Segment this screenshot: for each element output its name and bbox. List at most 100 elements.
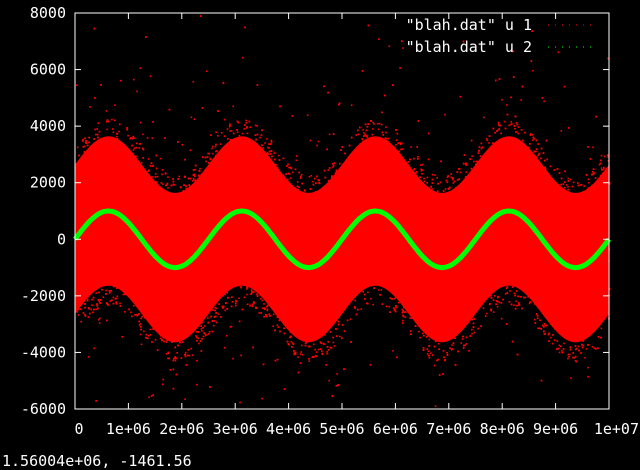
red-data-point [483,116,485,119]
red-data-point [349,318,352,320]
red-data-point [216,172,219,174]
red-data-point [315,351,318,353]
red-data-point [340,262,343,264]
red-data-point [206,168,209,171]
red-data-point [239,174,241,176]
red-data-point [553,215,556,218]
red-data-point [119,302,121,305]
red-data-point [555,309,558,312]
red-data-point [248,224,251,226]
red-data-point [181,206,183,209]
red-data-point [404,316,407,318]
red-data-point [423,330,426,333]
red-data-point [591,304,593,307]
red-data-point [204,210,206,212]
red-data-point [157,310,159,312]
red-data-point [498,225,501,228]
red-data-point [552,185,555,188]
red-data-point [147,334,150,337]
red-data-point [79,248,82,251]
red-data-point [120,194,123,197]
red-data-point [139,167,142,169]
red-data-point [495,256,497,259]
red-data-point [90,263,93,265]
red-data-point [354,270,356,272]
red-data-point [242,221,244,224]
red-data-point [343,178,346,181]
red-data-point [201,321,203,324]
red-data-point [139,323,142,325]
red-data-point [395,144,397,146]
red-data-point [239,192,241,195]
red-data-point [190,322,192,325]
red-data-point [516,270,518,273]
red-data-point [134,186,137,189]
red-data-point [328,133,331,136]
red-data-point [517,148,519,150]
red-data-point [520,171,523,173]
red-data-point [91,255,93,257]
red-data-point [324,186,326,188]
red-data-point [294,329,297,332]
red-data-point [194,308,197,310]
red-data-point [554,232,556,235]
red-data-point [430,308,432,311]
red-data-point [87,356,90,358]
red-data-point [527,290,529,293]
red-data-point [326,351,328,353]
red-data-point [425,199,427,201]
red-data-point [226,180,228,182]
red-data-point [433,219,436,222]
red-data-point [123,189,126,192]
red-data-point [403,242,405,245]
red-data-point [390,224,393,227]
red-data-point [511,123,513,125]
red-data-point [205,173,208,175]
red-data-point [149,229,152,232]
red-data-point [550,336,552,339]
red-data-point [238,297,240,299]
red-data-point [223,183,226,186]
red-data-point [345,262,347,264]
red-data-point [241,239,243,241]
red-data-point [421,173,423,175]
red-data-point [238,134,241,137]
red-data-point [540,175,542,178]
red-data-point [296,155,298,157]
red-data-point [411,277,413,279]
red-data-point [167,197,170,199]
red-data-point [219,143,222,145]
red-data-point [577,345,580,348]
red-data-point [573,225,576,227]
red-data-point [375,235,378,237]
red-data-point [466,190,468,193]
red-data-point [317,348,320,351]
red-data-point [231,252,233,255]
red-data-point [394,310,397,313]
red-data-point [439,254,441,256]
red-data-point [358,163,361,166]
red-data-point [452,192,454,195]
red-data-point [194,188,197,190]
red-data-point [253,277,255,280]
red-data-point [152,305,154,308]
red-data-point [496,305,499,308]
red-data-point [372,191,375,193]
red-data-point [300,344,303,347]
red-data-point [596,245,599,247]
red-data-point [309,320,312,323]
red-data-point [532,220,534,223]
red-data-point [166,230,168,232]
red-data-point [118,245,120,247]
red-data-point [495,288,498,290]
red-data-point [534,172,537,175]
red-data-point [77,314,80,316]
red-data-point [456,245,459,248]
red-data-point [402,314,404,317]
red-data-point [147,293,149,295]
red-data-point [332,265,335,268]
red-data-point [362,291,364,293]
red-data-point [427,217,429,219]
red-data-point [461,338,464,340]
